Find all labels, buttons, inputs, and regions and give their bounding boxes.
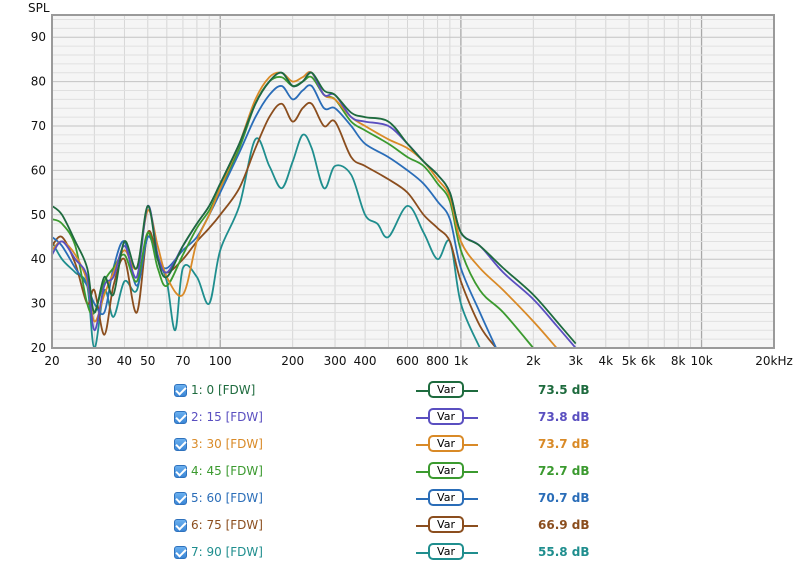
- legend-label: 3: 30 [FDW]: [191, 437, 263, 451]
- series-line: [52, 71, 558, 348]
- variance-button[interactable]: Var: [428, 543, 464, 560]
- y-tick-label: 50: [31, 208, 46, 222]
- legend-row: 1: 0 [FDW] Var 73.5 dB: [0, 378, 800, 405]
- series-line: [52, 84, 497, 348]
- y-tick-label: 80: [31, 75, 46, 89]
- series-line: [52, 71, 577, 345]
- grid-lines: [52, 15, 774, 349]
- legend-label: 7: 90 [FDW]: [191, 545, 263, 559]
- legend: 1: 0 [FDW] Var 73.5 dB 2: 15 [FDW] Var 73.8 d…: [0, 378, 800, 568]
- legend-checkbox[interactable]: [174, 411, 187, 424]
- y-axis-label: SPL: [28, 1, 50, 15]
- variance-button[interactable]: Var: [428, 381, 464, 398]
- x-tick-label: 400: [354, 354, 377, 368]
- legend-value: 55.8 dB: [538, 545, 590, 559]
- x-tick-label: 600: [396, 354, 419, 368]
- x-tick-label: 100: [209, 354, 232, 368]
- legend-value: 73.7 dB: [538, 437, 590, 451]
- x-tick-label: 50: [140, 354, 155, 368]
- variance-button[interactable]: Var: [428, 462, 464, 479]
- legend-checkbox[interactable]: [174, 384, 187, 397]
- legend-checkbox[interactable]: [174, 546, 187, 559]
- plot-area: [51, 14, 775, 349]
- variance-button[interactable]: Var: [428, 408, 464, 425]
- y-axis-ticks: 20 30 40 50 60 70 80 90: [31, 30, 46, 355]
- legend-value: 73.8 dB: [538, 410, 590, 424]
- legend-value: 70.7 dB: [538, 491, 590, 505]
- legend-label: 5: 60 [FDW]: [191, 491, 263, 505]
- series-line: [52, 133, 481, 348]
- x-tick-label: 70: [175, 354, 190, 368]
- legend-value: 72.7 dB: [538, 464, 590, 478]
- x-tick-label: 5k: [622, 354, 637, 368]
- y-tick-label: 40: [31, 252, 46, 266]
- x-tick-label: 8k: [671, 354, 686, 368]
- x-tick-label: 1k: [454, 354, 469, 368]
- variance-button[interactable]: Var: [428, 435, 464, 452]
- legend-checkbox[interactable]: [174, 465, 187, 478]
- legend-checkbox[interactable]: [174, 519, 187, 532]
- x-tick-label: 20kHz: [755, 354, 793, 368]
- legend-row: 2: 15 [FDW] Var 73.8 dB: [0, 405, 800, 432]
- y-tick-label: 90: [31, 30, 46, 44]
- x-tick-label: 6k: [641, 354, 656, 368]
- y-tick-label: 30: [31, 297, 46, 311]
- frequency-response-chart: SPL 20 30 40 50 70 100 200 300 400 600 800 1k 2k 3k 4k…: [28, 1, 793, 368]
- x-tick-label: 800: [426, 354, 449, 368]
- x-tick-label: 4k: [598, 354, 613, 368]
- legend-label: 6: 75 [FDW]: [191, 518, 263, 532]
- legend-value: 66.9 dB: [538, 518, 590, 532]
- x-tick-label: 3k: [568, 354, 583, 368]
- legend-row: 6: 75 [FDW] Var 66.9 dB: [0, 513, 800, 540]
- x-tick-label: 300: [324, 354, 347, 368]
- legend-row: 5: 60 [FDW] Var 70.7 dB: [0, 486, 800, 513]
- legend-checkbox[interactable]: [174, 492, 187, 505]
- legend-checkbox[interactable]: [174, 438, 187, 451]
- legend-row: 7: 90 [FDW] Var 55.8 dB: [0, 540, 800, 567]
- series-line: [52, 101, 497, 348]
- x-tick-label: 10k: [690, 354, 712, 368]
- x-tick-label: 20: [44, 354, 59, 368]
- x-tick-label: 2k: [526, 354, 541, 368]
- y-tick-label: 20: [31, 341, 46, 355]
- legend-label: 4: 45 [FDW]: [191, 464, 263, 478]
- legend-value: 73.5 dB: [538, 383, 590, 397]
- plot-border: [51, 14, 775, 349]
- legend-row: 3: 30 [FDW] Var 73.7 dB: [0, 432, 800, 459]
- x-tick-label: 200: [281, 354, 304, 368]
- x-tick-label: 40: [117, 354, 132, 368]
- x-tick-label: 30: [87, 354, 102, 368]
- curves: [52, 71, 577, 348]
- y-tick-label: 60: [31, 163, 46, 177]
- variance-button[interactable]: Var: [428, 516, 464, 533]
- legend-label: 2: 15 [FDW]: [191, 410, 263, 424]
- x-axis-ticks: 20 30 40 50 70 100 200 300 400 600 800 1k 2k 3k 4k 5k 6k…: [44, 354, 792, 368]
- legend-label: 1: 0 [FDW]: [191, 383, 256, 397]
- y-tick-label: 70: [31, 119, 46, 133]
- variance-button[interactable]: Var: [428, 489, 464, 506]
- legend-row: 4: 45 [FDW] Var 72.7 dB: [0, 459, 800, 486]
